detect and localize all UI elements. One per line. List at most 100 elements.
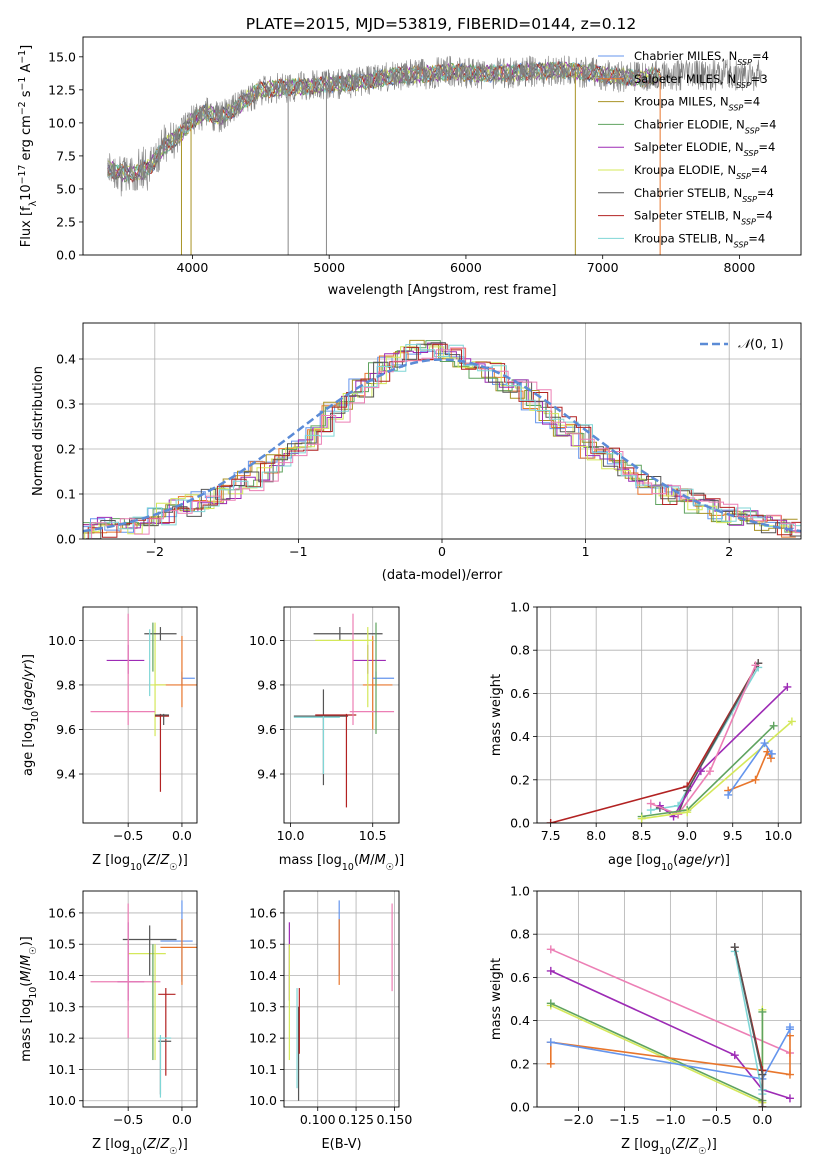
x-tick-label: 7000	[587, 260, 619, 275]
label-part: age	[678, 853, 702, 868]
x-tick-label: 0.125	[338, 1112, 374, 1127]
x-tick-label: −1.5	[609, 1112, 639, 1127]
label-part: Z	[159, 1137, 170, 1152]
y-axis-label: Flux [fλ10−17 erg cm−2 s−1 A−1]	[17, 45, 39, 247]
x-tick-label: −0.5	[701, 1112, 731, 1127]
x-axis-label: Z [log10(Z/Z☉)]	[92, 1137, 188, 1157]
label-part: )]	[178, 853, 188, 868]
axes-frame	[82, 322, 802, 540]
label-part: erg cm	[19, 115, 34, 164]
label-part: (0, 1)	[750, 336, 784, 351]
axes-frame	[536, 890, 802, 1108]
weight-marker	[785, 1023, 794, 1032]
legend-value: =4	[748, 231, 765, 245]
weight-marker	[766, 754, 775, 763]
label-part: λ	[28, 200, 39, 206]
weight-marker	[758, 1007, 767, 1016]
y-axis-label: mass weight	[489, 674, 504, 756]
x-tick-label: −2	[146, 544, 164, 559]
label-part: Z	[159, 853, 170, 868]
weight-marker	[785, 1070, 794, 1079]
spectrum-lines	[107, 55, 762, 255]
y-tick-label: 12.5	[48, 82, 76, 97]
legend-sub: SSP	[737, 58, 752, 67]
y-tick-label: 10.0	[249, 633, 277, 648]
normal-curve	[83, 358, 801, 533]
y-tick-label: 10.1	[249, 1062, 277, 1077]
x-axis-label: (data-model)/error	[382, 568, 503, 583]
weight-line-salpeter_stelib	[550, 662, 759, 823]
y-tick-label: 0.4	[56, 352, 76, 367]
legend-sub: SSP	[736, 80, 751, 89]
weight-marker	[760, 739, 769, 748]
weight-marker	[785, 1094, 794, 1103]
y-tick-label: 0.0	[56, 248, 76, 263]
label-part: yr	[706, 853, 722, 868]
y-tick-label: 9.6	[56, 722, 76, 737]
legend-sub: SSP	[744, 149, 759, 158]
x-tick-label: −0.5	[113, 1112, 143, 1127]
panel-mass-vs-Z: −0.5 0.0 10.0 10.1 10.2 10.3 10.4 10.5 10.6 Z [lo…	[19, 890, 198, 1157]
y-tick-label: 0.4	[510, 1013, 530, 1028]
x-axis-label: E(B-V)	[321, 1137, 361, 1152]
label-part: (	[354, 853, 359, 868]
x-tick-label: 0.0	[172, 828, 192, 843]
y-tick-label: 0.3	[56, 397, 76, 412]
label-part: −2	[17, 101, 28, 115]
x-tick-label: 0.0	[172, 1112, 192, 1127]
model-spectrum-salpeter_elodie	[107, 61, 661, 183]
legend-sub: SSP	[742, 194, 757, 203]
legend-label: Kroupa ELODIE, NSSP=4	[634, 163, 768, 181]
legend-value: =4	[743, 95, 760, 109]
x-tick-label: 0	[438, 544, 446, 559]
label-part: 10	[342, 862, 354, 873]
x-tick-label: 6000	[450, 260, 482, 275]
legend-text: Kroupa MILES, N	[634, 95, 729, 109]
weight-line-pink	[550, 948, 791, 1054]
x-tick-label: 10.0	[764, 828, 792, 843]
error-bars	[90, 900, 197, 1098]
label-part: ☉	[386, 862, 394, 873]
y-tick-label: 0.2	[510, 772, 530, 787]
label-part: −17	[17, 165, 28, 185]
y-tick-label: 0.8	[510, 643, 530, 658]
x-tick-label: 8.5	[632, 828, 652, 843]
weight-line-chabrier_miles	[727, 741, 773, 796]
x-tick-label: 8000	[724, 260, 756, 275]
label-part: (	[673, 853, 678, 868]
legend-text: Kroupa ELODIE, N	[634, 163, 736, 177]
label-part: )]	[21, 654, 36, 664]
y-tick-label: 10.0	[249, 1093, 277, 1108]
y-tick-label: 10.4	[48, 968, 76, 983]
label-part: (	[142, 1137, 147, 1152]
y-tick-label: 10.0	[48, 115, 76, 130]
legend-value: =4	[760, 117, 777, 131]
x-tick-label: −1	[289, 544, 307, 559]
axes-frame	[283, 890, 400, 1108]
legend-sub: SSP	[736, 172, 751, 181]
axes-frame	[82, 36, 802, 256]
weight-line-pink	[650, 664, 757, 816]
label-part: 10	[19, 184, 34, 201]
weight-lines	[546, 659, 796, 823]
panel-spectrum: 4000 5000 6000 7000 8000 0.0 2.5 5.0 7.5 10.0 12.5…	[17, 36, 802, 298]
label-part: 10	[28, 987, 39, 999]
y-tick-label: 7.5	[56, 148, 76, 163]
x-tick-label: 10.0	[277, 828, 305, 843]
y-tick-label: 15.0	[48, 49, 76, 64]
x-tick-label: 0.100	[300, 1112, 336, 1127]
observed-spectrum	[107, 55, 762, 197]
legend-value: =4	[758, 140, 775, 154]
weight-line-chabrier_elodie	[550, 1002, 764, 1102]
legend-text: Chabrier STELIB, N	[634, 186, 742, 200]
weight-marker	[546, 966, 555, 975]
y-tick-label: 0.1	[56, 487, 76, 502]
y-tick-label: 0.4	[510, 729, 530, 744]
histogram-chabrier_miles	[83, 350, 795, 533]
y-tick-label: 10.1	[48, 1062, 76, 1077]
legend-value: =4	[752, 49, 769, 63]
weight-lines	[546, 943, 794, 1107]
y-tick-label: 0.6	[510, 970, 530, 985]
weight-marker	[783, 682, 792, 691]
label-part: Z	[146, 853, 157, 868]
